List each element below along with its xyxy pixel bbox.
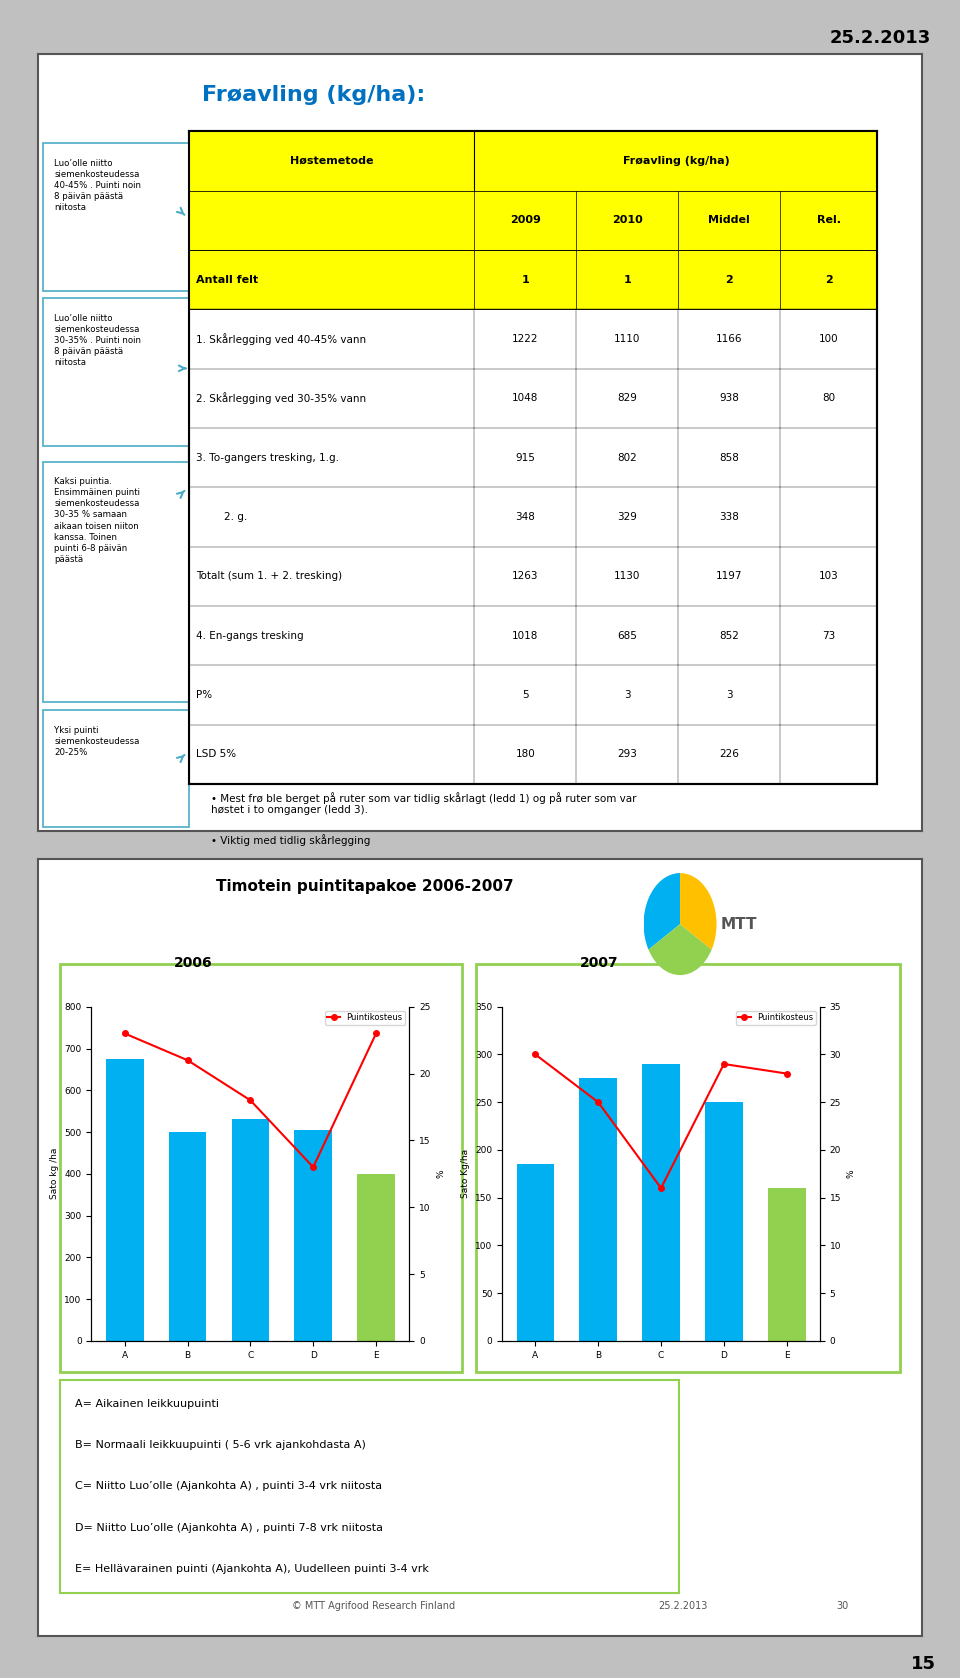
Text: 1166: 1166 xyxy=(716,334,743,344)
FancyBboxPatch shape xyxy=(188,131,877,191)
Text: 100: 100 xyxy=(819,334,839,344)
Text: 2: 2 xyxy=(825,275,832,285)
Text: Frøavling (kg/ha): Frøavling (kg/ha) xyxy=(623,156,730,166)
FancyBboxPatch shape xyxy=(43,143,188,290)
Text: 73: 73 xyxy=(823,631,835,641)
Text: 2009: 2009 xyxy=(510,215,540,225)
Text: 915: 915 xyxy=(516,453,536,463)
Text: 2. Skårlegging ved 30-35% vann: 2. Skårlegging ved 30-35% vann xyxy=(196,393,366,404)
Text: 103: 103 xyxy=(819,571,839,581)
FancyBboxPatch shape xyxy=(475,965,900,1373)
Text: 1048: 1048 xyxy=(513,393,539,403)
Bar xyxy=(169,1133,206,1341)
Text: Luo’olle niitto
siemenkosteudessa
40-45% . Puinti noin
8 päivän päästä
niitosta: Luo’olle niitto siemenkosteudessa 40-45%… xyxy=(55,159,141,211)
Y-axis label: %: % xyxy=(436,1170,445,1178)
Text: 338: 338 xyxy=(719,512,739,522)
Text: 858: 858 xyxy=(719,453,739,463)
Text: 30: 30 xyxy=(836,1601,849,1611)
Bar xyxy=(705,1102,743,1341)
Y-axis label: Sato Kg/ha: Sato Kg/ha xyxy=(461,1149,469,1198)
Wedge shape xyxy=(643,873,680,950)
Text: • Mest frø ble berget på ruter som var tidlig skårlagt (ledd 1) og på ruter som : • Mest frø ble berget på ruter som var t… xyxy=(210,792,636,816)
Legend: Puintikosteus: Puintikosteus xyxy=(324,1010,405,1025)
Text: 5: 5 xyxy=(522,690,529,700)
FancyBboxPatch shape xyxy=(188,131,877,784)
FancyBboxPatch shape xyxy=(43,710,188,827)
Text: 1: 1 xyxy=(521,275,529,285)
Text: 2006: 2006 xyxy=(174,956,212,970)
FancyBboxPatch shape xyxy=(188,191,877,250)
Text: Timotein puintitapakoe 2006-2007: Timotein puintitapakoe 2006-2007 xyxy=(216,879,514,894)
Text: Antall felt: Antall felt xyxy=(196,275,257,285)
Text: 1. Skårlegging ved 40-45% vann: 1. Skårlegging ved 40-45% vann xyxy=(196,332,366,346)
Text: Yksi puinti
siemenkosteudessa
20-25%: Yksi puinti siemenkosteudessa 20-25% xyxy=(55,725,139,757)
Text: Rel.: Rel. xyxy=(817,215,841,225)
Text: 1197: 1197 xyxy=(716,571,743,581)
Text: 3: 3 xyxy=(726,690,732,700)
Text: 348: 348 xyxy=(516,512,536,522)
Text: 180: 180 xyxy=(516,750,536,760)
Text: 2007: 2007 xyxy=(580,956,618,970)
Wedge shape xyxy=(680,873,716,950)
Text: D= Niitto Luo’olle (Ajankohta A) , puinti 7-8 vrk niitosta: D= Niitto Luo’olle (Ajankohta A) , puint… xyxy=(76,1522,383,1532)
Text: E= Hellävarainen puinti (Ajankohta A), Uudelleen puinti 3-4 vrk: E= Hellävarainen puinti (Ajankohta A), U… xyxy=(76,1564,429,1574)
Text: 1263: 1263 xyxy=(513,571,539,581)
Text: 852: 852 xyxy=(719,631,739,641)
Text: 685: 685 xyxy=(617,631,637,641)
Text: 1110: 1110 xyxy=(614,334,640,344)
Bar xyxy=(516,1165,554,1341)
Y-axis label: %: % xyxy=(847,1170,855,1178)
Text: Totalt (sum 1. + 2. tresking): Totalt (sum 1. + 2. tresking) xyxy=(196,571,342,581)
Text: Luo’olle niitto
siemenkosteudessa
30-35% . Puinti noin
8 päivän päästä
niitosta: Luo’olle niitto siemenkosteudessa 30-35%… xyxy=(55,314,141,367)
Text: A= Aikainen leikkuupuinti: A= Aikainen leikkuupuinti xyxy=(76,1399,220,1410)
Text: P%: P% xyxy=(196,690,212,700)
Text: 15: 15 xyxy=(911,1655,936,1673)
Y-axis label: Sato kg /ha: Sato kg /ha xyxy=(50,1148,59,1200)
Text: Kaksi puintia.
Ensimmäinen puinti
siemenkosteudessa
30-35 % samaan
aikaan toisen: Kaksi puintia. Ensimmäinen puinti siemen… xyxy=(55,477,140,564)
Text: 25.2.2013: 25.2.2013 xyxy=(659,1601,708,1611)
FancyBboxPatch shape xyxy=(188,250,877,309)
Bar xyxy=(295,1129,332,1341)
Bar xyxy=(580,1079,617,1341)
Text: 293: 293 xyxy=(617,750,637,760)
Bar xyxy=(106,1059,144,1341)
Text: 25.2.2013: 25.2.2013 xyxy=(830,29,931,47)
Text: 1018: 1018 xyxy=(513,631,539,641)
Text: 1222: 1222 xyxy=(513,334,539,344)
Text: 3: 3 xyxy=(624,690,631,700)
Text: 802: 802 xyxy=(617,453,637,463)
Text: 2. g.: 2. g. xyxy=(224,512,247,522)
Text: Frøavling (kg/ha):: Frøavling (kg/ha): xyxy=(202,86,425,104)
Text: 80: 80 xyxy=(823,393,835,403)
Text: © MTT Agrifood Research Finland: © MTT Agrifood Research Finland xyxy=(293,1601,456,1611)
Bar xyxy=(231,1119,269,1341)
Text: • Viktig med tidlig skårlegging: • Viktig med tidlig skårlegging xyxy=(210,834,370,846)
FancyBboxPatch shape xyxy=(60,1379,679,1594)
Text: 1130: 1130 xyxy=(614,571,640,581)
Text: 3. To-gangers tresking, 1.g.: 3. To-gangers tresking, 1.g. xyxy=(196,453,339,463)
Legend: Puintikosteus: Puintikosteus xyxy=(735,1010,816,1025)
Text: Middel: Middel xyxy=(708,215,750,225)
Text: 226: 226 xyxy=(719,750,739,760)
Text: 829: 829 xyxy=(617,393,637,403)
Wedge shape xyxy=(648,925,711,975)
Text: MTT: MTT xyxy=(720,916,756,931)
FancyBboxPatch shape xyxy=(43,299,188,446)
Bar xyxy=(357,1175,395,1341)
Text: Høstemetode: Høstemetode xyxy=(290,156,373,166)
Bar xyxy=(642,1064,680,1341)
FancyBboxPatch shape xyxy=(43,461,188,703)
Text: 2010: 2010 xyxy=(612,215,643,225)
Text: 2: 2 xyxy=(726,275,733,285)
Text: 329: 329 xyxy=(617,512,637,522)
Bar xyxy=(768,1188,805,1341)
Text: 4. En-gangs tresking: 4. En-gangs tresking xyxy=(196,631,303,641)
Text: C= Niitto Luo’olle (Ajankohta A) , puinti 3-4 vrk niitosta: C= Niitto Luo’olle (Ajankohta A) , puint… xyxy=(76,1482,383,1492)
Text: 938: 938 xyxy=(719,393,739,403)
Text: 1: 1 xyxy=(623,275,632,285)
FancyBboxPatch shape xyxy=(60,965,463,1373)
Text: LSD 5%: LSD 5% xyxy=(196,750,236,760)
Text: B= Normaali leikkuupuinti ( 5-6 vrk ajankohdasta A): B= Normaali leikkuupuinti ( 5-6 vrk ajan… xyxy=(76,1440,367,1450)
